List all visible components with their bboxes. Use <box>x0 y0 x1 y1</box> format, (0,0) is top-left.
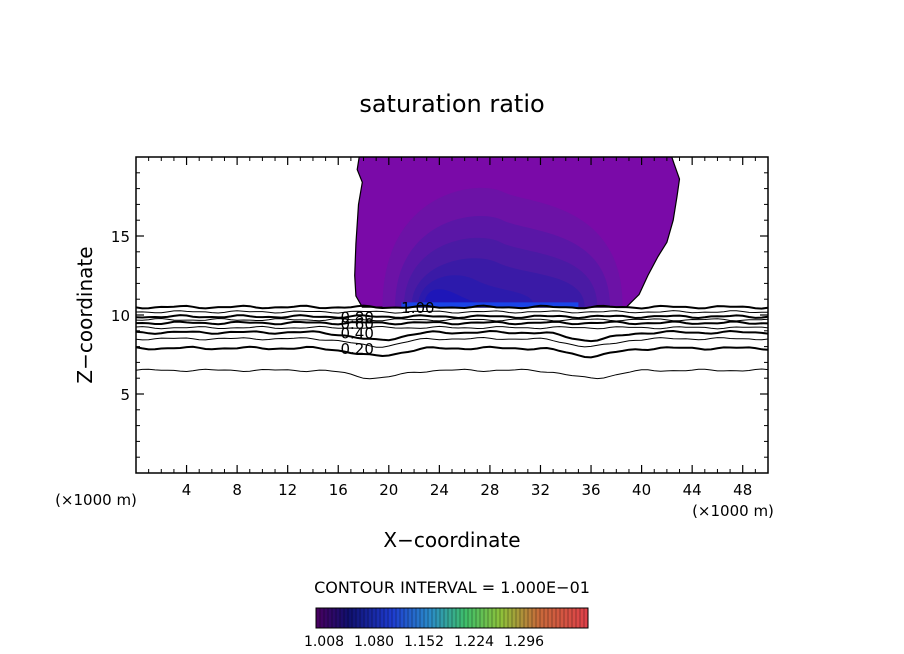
supersaturated-region <box>354 157 681 308</box>
y-tick-label: 5 <box>120 386 130 404</box>
colorbar-tick-label: 1.008 <box>304 634 344 650</box>
contour-label: 0.20 <box>340 340 373 358</box>
x-unit-label: (×1000 m) <box>692 502 774 520</box>
chart-title: saturation ratio <box>359 90 544 118</box>
x-tick-label: 8 <box>232 481 242 499</box>
x-tick-label: 4 <box>182 481 192 499</box>
y-tick-label: 10 <box>111 307 130 325</box>
x-axis-ticks: 4 8 12 16 20 24 28 32 36 40 44 48 <box>148 157 756 499</box>
x-axis-label: X−coordinate <box>383 528 520 552</box>
x-tick-label: 40 <box>632 481 651 499</box>
contour-line-1.00 <box>136 304 768 310</box>
colorbar-stripes <box>315 608 589 628</box>
colorbar-tick-label: 1.152 <box>404 634 444 650</box>
colorbar-labels: 1.008 1.080 1.152 1.224 1.296 <box>304 634 544 650</box>
x-tick-label: 44 <box>683 481 702 499</box>
contour-line-0.60 <box>136 320 768 326</box>
contour-line-0.80 <box>136 314 768 320</box>
contour-line-minor <box>136 317 768 322</box>
colorbar: 1.008 1.080 1.152 1.224 1.296 <box>304 607 589 650</box>
y-axis-ticks: 5 10 15 <box>111 172 768 458</box>
x-tick-label: 20 <box>379 481 398 499</box>
contour-line-0.20 <box>136 345 768 359</box>
x-tick-label: 32 <box>531 481 550 499</box>
plot-area <box>136 157 768 380</box>
x-tick-label: 28 <box>480 481 499 499</box>
y-axis-label: Z−coordinate <box>73 246 97 383</box>
y-tick-label: 15 <box>111 228 130 246</box>
contour-label: 0.80 <box>340 309 373 327</box>
colorbar-tick-label: 1.224 <box>454 634 494 650</box>
x-tick-label: 12 <box>278 481 297 499</box>
contour-label: 0.60 <box>340 315 373 333</box>
x-tick-label: 16 <box>329 481 348 499</box>
contour-interval-text: CONTOUR INTERVAL = 1.000E−01 <box>314 578 590 597</box>
colorbar-tick-label: 1.080 <box>354 634 394 650</box>
contour-line-minor <box>136 325 768 330</box>
contour-line-minor <box>136 368 768 380</box>
x-tick-label: 36 <box>581 481 600 499</box>
contour-label: 0.40 <box>340 324 373 342</box>
z-unit-label: (×1000 m) <box>55 491 137 509</box>
x-tick-label: 24 <box>430 481 449 499</box>
contour-line-minor <box>136 336 768 348</box>
contour-lines <box>136 304 768 380</box>
x-tick-label: 48 <box>733 481 752 499</box>
contour-line-0.40 <box>136 329 768 343</box>
region-base-band <box>401 302 579 308</box>
contour-labels: 0.200.400.600.80 1.00 <box>340 299 434 358</box>
colorbar-tick-label: 1.296 <box>504 634 544 650</box>
contour-label: 1.00 <box>401 299 434 317</box>
contour-line-minor <box>136 310 768 314</box>
